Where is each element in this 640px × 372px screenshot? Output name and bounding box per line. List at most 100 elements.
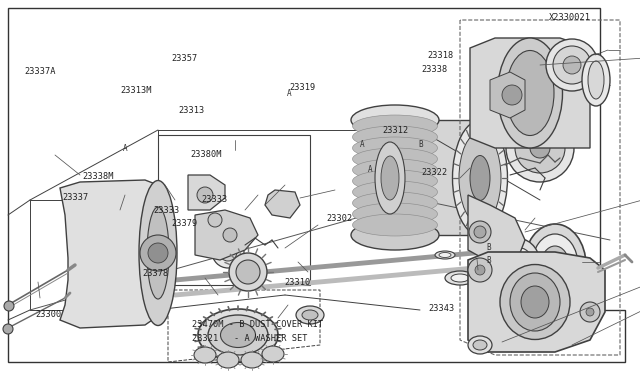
Ellipse shape — [435, 251, 455, 259]
Ellipse shape — [353, 148, 438, 170]
Ellipse shape — [375, 142, 405, 214]
Ellipse shape — [262, 346, 284, 362]
Ellipse shape — [506, 51, 554, 135]
Text: A: A — [287, 89, 291, 98]
Circle shape — [4, 301, 14, 311]
Circle shape — [3, 324, 13, 334]
Ellipse shape — [353, 214, 438, 236]
Ellipse shape — [452, 121, 508, 235]
Circle shape — [475, 265, 485, 275]
Circle shape — [468, 258, 492, 282]
Ellipse shape — [483, 249, 518, 295]
Ellipse shape — [510, 273, 560, 331]
Ellipse shape — [217, 352, 239, 368]
Text: 23338: 23338 — [421, 65, 447, 74]
Ellipse shape — [474, 226, 486, 238]
Circle shape — [148, 243, 168, 263]
Circle shape — [223, 228, 237, 242]
Ellipse shape — [541, 246, 569, 284]
Ellipse shape — [353, 170, 438, 192]
Ellipse shape — [221, 323, 255, 347]
Ellipse shape — [506, 114, 574, 182]
Ellipse shape — [353, 137, 438, 159]
Ellipse shape — [236, 260, 260, 284]
Ellipse shape — [469, 221, 491, 243]
Ellipse shape — [229, 253, 267, 291]
Ellipse shape — [194, 347, 216, 363]
Ellipse shape — [524, 224, 586, 306]
Ellipse shape — [582, 54, 610, 106]
Ellipse shape — [212, 236, 244, 268]
Ellipse shape — [224, 248, 232, 256]
Ellipse shape — [468, 336, 492, 354]
Text: 23318: 23318 — [428, 51, 454, 60]
Ellipse shape — [521, 286, 549, 318]
Text: B: B — [418, 140, 422, 149]
Ellipse shape — [470, 155, 490, 201]
Text: 23321   - A WASHER SET: 23321 - A WASHER SET — [192, 334, 307, 343]
Polygon shape — [60, 180, 158, 328]
Ellipse shape — [353, 159, 438, 181]
Text: 23300: 23300 — [35, 310, 61, 319]
Ellipse shape — [445, 271, 475, 285]
Text: 23333: 23333 — [202, 195, 228, 203]
Text: 23357: 23357 — [172, 54, 198, 63]
Ellipse shape — [353, 115, 438, 137]
Ellipse shape — [459, 132, 501, 224]
Ellipse shape — [451, 274, 469, 282]
Text: 23313: 23313 — [178, 106, 204, 115]
Polygon shape — [468, 252, 605, 352]
Circle shape — [580, 302, 600, 322]
Ellipse shape — [219, 243, 237, 261]
Text: 23470M - B DUST COVER KIT: 23470M - B DUST COVER KIT — [192, 320, 323, 329]
Ellipse shape — [353, 203, 438, 225]
Text: 23319: 23319 — [289, 83, 316, 92]
Ellipse shape — [353, 192, 438, 214]
Ellipse shape — [497, 38, 563, 148]
Text: A: A — [123, 144, 127, 153]
Ellipse shape — [489, 257, 511, 287]
Text: A: A — [368, 165, 372, 174]
Polygon shape — [195, 210, 258, 260]
Ellipse shape — [553, 46, 591, 84]
Text: 23338M: 23338M — [82, 172, 113, 181]
Ellipse shape — [563, 56, 581, 74]
Text: 23378: 23378 — [142, 269, 168, 278]
Ellipse shape — [139, 180, 177, 326]
Text: 23379: 23379 — [172, 219, 198, 228]
Text: 23380M: 23380M — [191, 150, 222, 159]
Polygon shape — [265, 190, 300, 218]
Text: A: A — [360, 140, 365, 149]
Text: 23322: 23322 — [421, 169, 447, 177]
Circle shape — [502, 85, 522, 105]
Text: 23302: 23302 — [326, 214, 353, 223]
Text: X2330021: X2330021 — [549, 13, 591, 22]
Text: B: B — [486, 256, 491, 265]
Text: 23343: 23343 — [429, 304, 455, 313]
Polygon shape — [468, 195, 525, 265]
Bar — [395, 120, 483, 235]
Ellipse shape — [353, 181, 438, 203]
Text: B: B — [486, 243, 491, 252]
Ellipse shape — [473, 340, 487, 350]
Ellipse shape — [588, 61, 604, 99]
Text: 23313M: 23313M — [120, 86, 152, 94]
Ellipse shape — [353, 126, 438, 148]
Ellipse shape — [198, 309, 278, 361]
Circle shape — [140, 235, 176, 271]
Text: 23312: 23312 — [383, 126, 409, 135]
Ellipse shape — [546, 39, 598, 91]
Circle shape — [208, 213, 222, 227]
Ellipse shape — [506, 248, 534, 288]
Ellipse shape — [351, 220, 439, 250]
Ellipse shape — [241, 352, 263, 368]
Ellipse shape — [499, 239, 541, 297]
Ellipse shape — [500, 264, 570, 340]
Ellipse shape — [147, 207, 169, 299]
Ellipse shape — [439, 253, 451, 257]
Circle shape — [586, 308, 594, 316]
Text: 23337: 23337 — [63, 193, 89, 202]
Circle shape — [197, 187, 213, 203]
Ellipse shape — [208, 315, 268, 355]
Text: 23337A: 23337A — [24, 67, 56, 76]
